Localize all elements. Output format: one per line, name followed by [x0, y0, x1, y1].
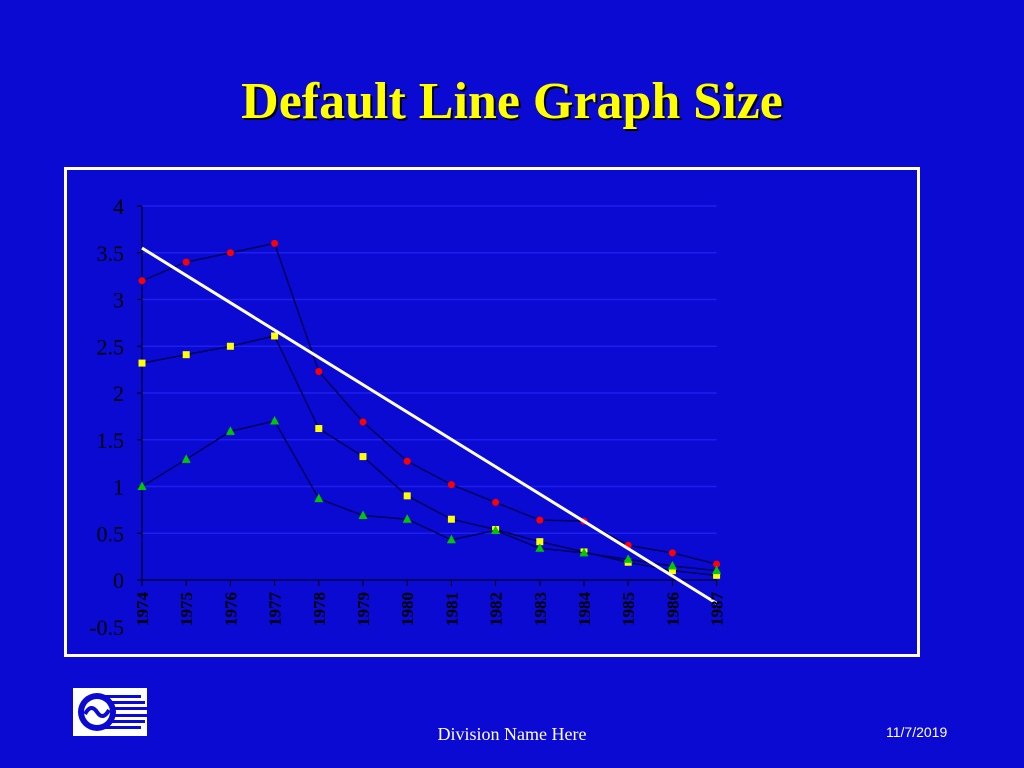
- slide-title: Default Line Graph Size: [241, 73, 783, 130]
- x-tick-label: 1977: [266, 592, 285, 627]
- data-point: [536, 538, 544, 546]
- line-chart: -0.5 0 0.5 1 1.5 2 2.5 3 3.5 4 1974 1975 1976 1977 197…: [89, 194, 726, 640]
- data-point: [668, 567, 676, 575]
- trendline-layer: [141, 246, 718, 605]
- footer-date: 11/7/2019: [886, 724, 948, 740]
- data-point: [271, 332, 279, 340]
- data-point: [137, 481, 147, 490]
- data-point: [535, 543, 545, 552]
- x-tick-label: 1981: [442, 592, 461, 626]
- x-tick-label: 1976: [221, 592, 240, 626]
- data-point: [492, 498, 500, 506]
- data-point: [447, 481, 455, 489]
- data-point: [623, 554, 633, 563]
- series-line-1: [141, 242, 717, 565]
- data-point: [446, 534, 456, 544]
- data-point: [403, 492, 411, 500]
- tick-labels: -0.5 0 0.5 1 1.5 2 2.5 3 3.5 4 1974 1975 1976 1977 197…: [89, 194, 726, 640]
- data-point: [447, 515, 455, 523]
- data-point: [226, 342, 234, 350]
- x-tick-label: 1987: [708, 592, 727, 627]
- data-point: [315, 425, 323, 433]
- data-point: [314, 493, 324, 503]
- x-tick-label: 1980: [398, 592, 417, 626]
- data-point: [402, 514, 412, 523]
- y-tick-label: 2: [113, 381, 124, 406]
- data-point: [579, 547, 589, 557]
- y-tick-label: 1.5: [97, 428, 125, 453]
- series-line-3: [141, 420, 717, 572]
- x-tick-label: 1979: [354, 592, 373, 626]
- series: [137, 239, 722, 579]
- trendline: [141, 246, 718, 605]
- y-tick-label: 1: [113, 475, 124, 500]
- y-tick-label: 3: [113, 288, 124, 313]
- x-tick-label: 1974: [133, 592, 152, 627]
- data-point: [667, 560, 677, 570]
- company-logo: [73, 688, 147, 736]
- x-tick-label: 1983: [531, 592, 550, 626]
- data-point: [359, 418, 367, 426]
- y-tick-label: 0: [113, 568, 124, 593]
- x-tick-label: 1984: [575, 592, 594, 627]
- data-point: [270, 416, 280, 425]
- x-tick-label: 1986: [663, 592, 682, 626]
- data-point: [271, 239, 279, 247]
- series-line-2: [141, 335, 717, 577]
- footer-division-name: Division Name Here: [437, 724, 587, 744]
- data-point: [182, 351, 190, 359]
- data-point: [713, 571, 721, 579]
- data-point: [358, 510, 368, 519]
- data-point: [668, 549, 676, 557]
- y-tick-label: 3.5: [97, 241, 125, 266]
- x-tick-label: 1978: [310, 592, 329, 626]
- data-point: [181, 454, 191, 463]
- x-tick-label: 1982: [487, 592, 506, 626]
- x-tick-label: 1985: [619, 592, 638, 626]
- gridlines: [142, 205, 717, 534]
- data-point: [491, 525, 501, 534]
- x-tick-label: 1975: [177, 592, 196, 626]
- y-tick-label: 0.5: [97, 521, 125, 546]
- chart-frame: -0.5 0 0.5 1 1.5 2 2.5 3 3.5 4 1974 1975 1976 1977 197…: [64, 167, 920, 657]
- data-point: [712, 565, 722, 575]
- data-point: [226, 249, 234, 257]
- y-tick-label: 4: [113, 194, 124, 219]
- data-point: [138, 359, 146, 367]
- data-point: [225, 426, 235, 435]
- data-point: [359, 453, 367, 461]
- data-point: [403, 457, 411, 465]
- y-tick-label: -0.5: [89, 615, 124, 640]
- data-point: [713, 560, 721, 568]
- y-tick-label: 2.5: [97, 334, 125, 359]
- data-point: [315, 367, 323, 375]
- data-point: [536, 516, 544, 524]
- data-point: [182, 258, 190, 266]
- data-point: [138, 277, 146, 285]
